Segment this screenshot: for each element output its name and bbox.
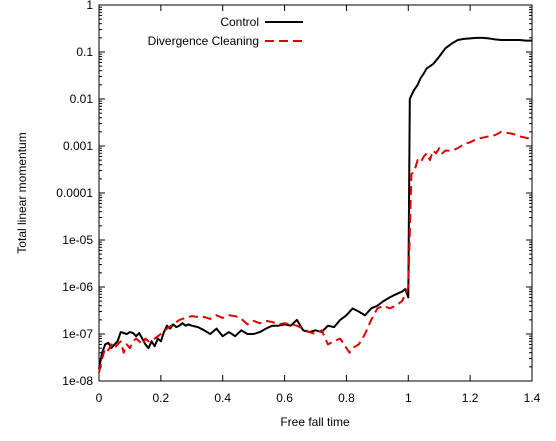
y-tick-label: 0.001 (63, 139, 93, 153)
x-tick-label: 1.4 (524, 391, 541, 405)
x-tick-label: 0.4 (214, 391, 231, 405)
x-tick-label: 1.2 (462, 391, 479, 405)
y-tick-label: 1 (86, 0, 93, 12)
series-line-divergence-cleaning (98, 130, 533, 373)
x-tick-label: 0 (96, 391, 103, 405)
y-tick-label: 0.01 (70, 92, 94, 106)
y-tick-label: 0.0001 (56, 186, 93, 200)
series-line-control (98, 36, 532, 370)
y-axis: 1e-08 1e-07 1e-06 1e-05 0.0001 0.001 0.01 0.1 1 (56, 0, 532, 388)
x-tick-label: 0.6 (276, 391, 293, 405)
y-tick-label: 1e-06 (62, 280, 93, 294)
y-tick-label: 0.1 (76, 45, 93, 59)
x-tick-label: 0.8 (338, 391, 355, 405)
x-axis-label: Free fall time (280, 415, 350, 429)
legend-label: Control (220, 15, 259, 29)
y-tick-label: 1e-08 (62, 374, 93, 388)
legend-label: Divergence Cleaning (148, 34, 259, 48)
y-tick-label: 1e-05 (62, 233, 93, 247)
y-axis-label: Total linear momentum (15, 132, 29, 253)
x-tick-label: 1 (405, 391, 412, 405)
legend: Control Divergence Cleaning (148, 15, 303, 48)
plot-frame (98, 4, 533, 382)
y-tick-label: 1e-07 (62, 327, 93, 341)
series-layer (98, 36, 533, 373)
x-tick-label: 0.2 (153, 391, 170, 405)
x-axis: 0 0.2 0.4 0.6 0.8 1 1.2 1.4 (96, 5, 541, 405)
